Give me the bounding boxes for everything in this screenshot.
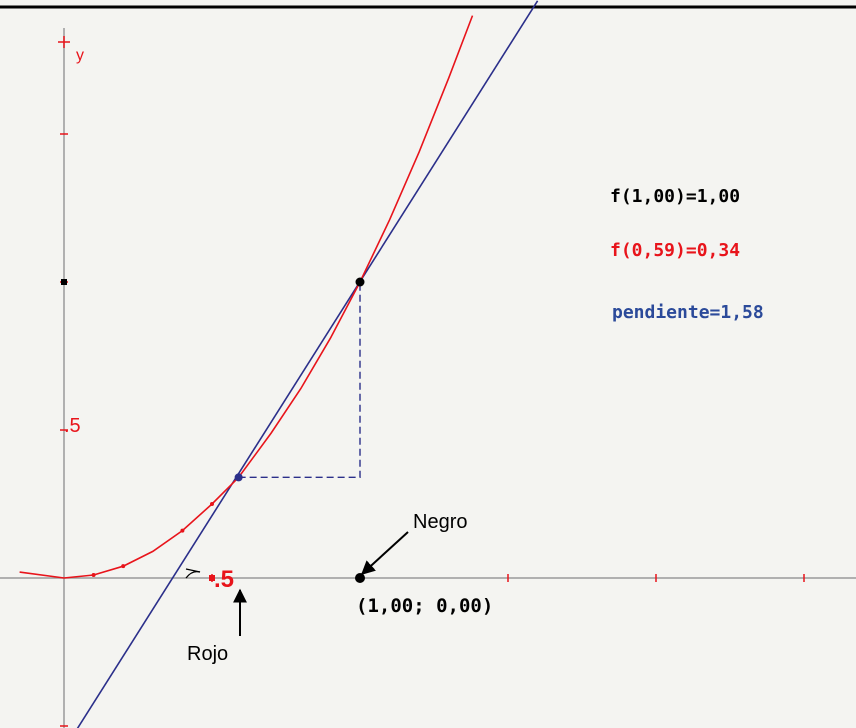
label-axis-coord: (1,00; 0,00) — [356, 595, 493, 617]
angle-arc — [185, 570, 201, 579]
point-negro[interactable] — [355, 277, 365, 287]
label-negro: Negro — [413, 511, 467, 533]
y-tick-label-half: .5 — [64, 415, 81, 437]
y-axis-label: y — [76, 47, 84, 64]
arrow-negro — [360, 531, 409, 575]
secant-line — [76, 0, 539, 728]
angle-mark — [185, 568, 201, 573]
point-axis[interactable] — [355, 573, 365, 583]
point-rojo[interactable] — [234, 473, 243, 482]
readout-f-black: f(1,00)=1,00 — [610, 186, 740, 207]
readout-slope: pendiente=1,58 — [612, 302, 764, 323]
readout-f-red: f(0,59)=0,34 — [610, 240, 740, 261]
function-curve — [19, 15, 474, 579]
x-tick-half-mark — [209, 575, 215, 581]
y-tick-one — [61, 279, 67, 285]
label-rojo: Rojo — [187, 643, 228, 665]
x-tick-label-half: .5 — [214, 566, 234, 593]
axis-ticks — [60, 133, 805, 727]
slope-triangle — [238, 282, 361, 479]
